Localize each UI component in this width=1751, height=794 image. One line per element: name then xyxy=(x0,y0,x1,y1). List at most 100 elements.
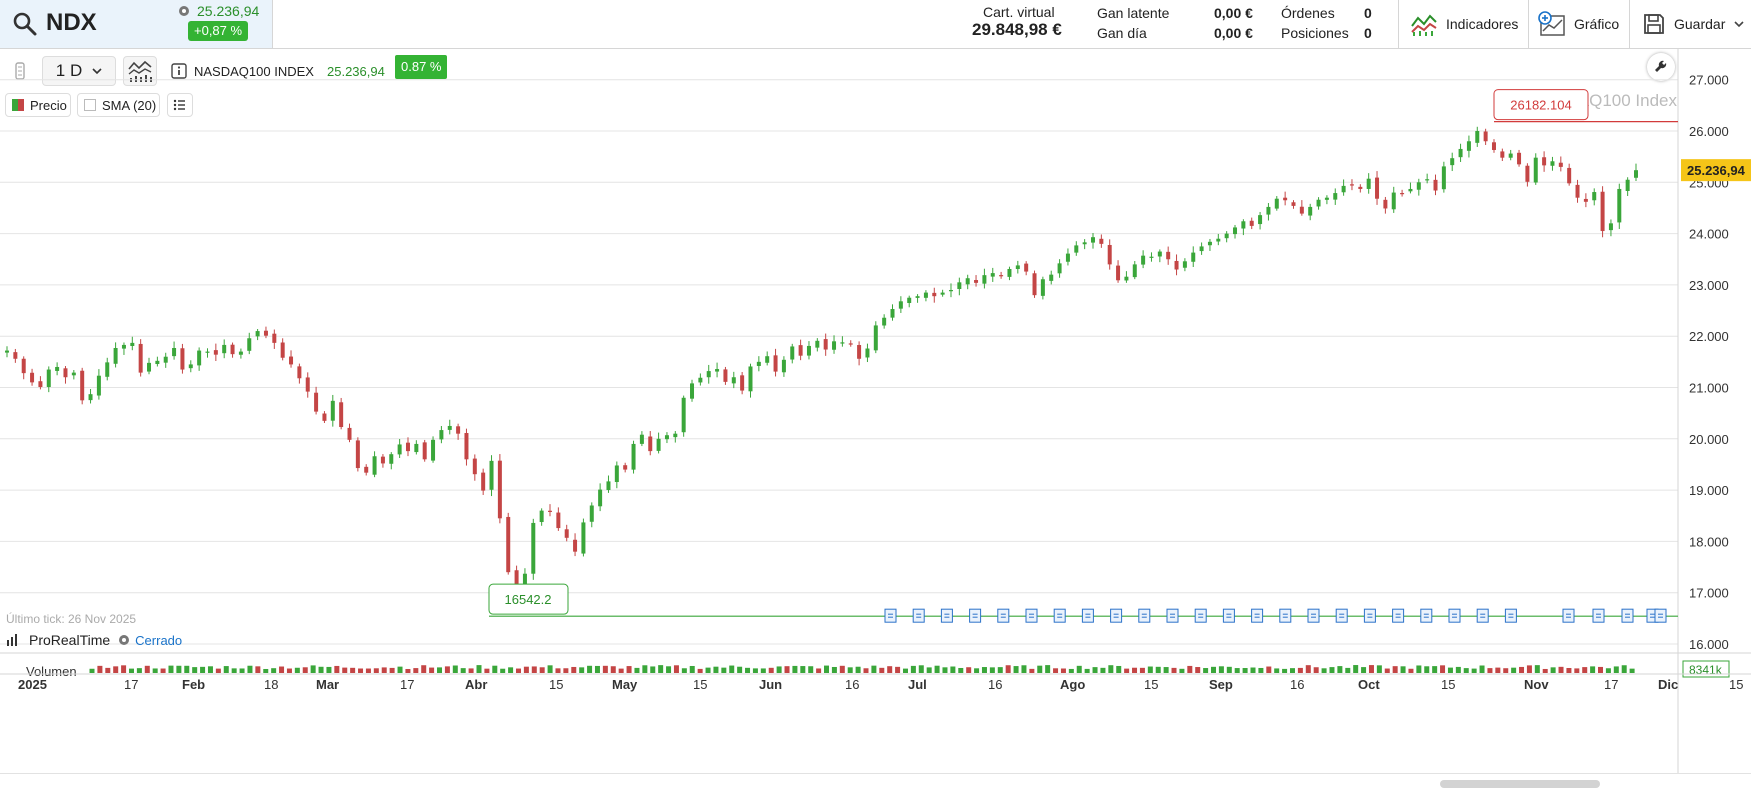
event-document-icon[interactable] xyxy=(940,608,953,623)
candle-body xyxy=(740,375,745,391)
scrollbar-thumb[interactable] xyxy=(1440,780,1600,788)
volume-bar xyxy=(1613,666,1619,673)
symbol-search-box[interactable]: NDX 25.236,94 +0,87 % xyxy=(0,0,273,48)
volume-bar xyxy=(642,665,648,673)
candle-body xyxy=(1258,215,1263,225)
event-document-icon[interactable] xyxy=(1138,608,1151,623)
event-document-icon[interactable] xyxy=(1025,608,1038,623)
event-document-icon[interactable] xyxy=(1194,608,1207,623)
candle-body xyxy=(915,296,920,298)
legend-price[interactable]: Precio xyxy=(5,93,71,117)
candles xyxy=(5,126,1638,605)
candle-body xyxy=(1207,241,1212,246)
candle-body xyxy=(1191,252,1196,262)
grid xyxy=(0,79,1678,645)
sma-checkbox[interactable] xyxy=(84,99,96,111)
candle-body xyxy=(121,344,126,349)
positions-label[interactable]: Posiciones xyxy=(1281,25,1349,41)
chart-button[interactable]: Gráfico xyxy=(1538,0,1619,48)
volume-bar xyxy=(1558,666,1564,673)
event-document-icon[interactable] xyxy=(1592,608,1605,623)
candle-body xyxy=(1074,245,1079,253)
timeframe-select[interactable]: 1 D xyxy=(42,56,116,86)
candle-body xyxy=(364,466,369,473)
chart-area[interactable]: 1 D NASDAQ100 INDEX 25.236,94 0.87 % Pre… xyxy=(0,49,1751,793)
volume-bar xyxy=(1408,668,1414,673)
event-document-icon[interactable] xyxy=(1646,608,1659,623)
legend-list-button[interactable] xyxy=(167,93,193,117)
volume-bar xyxy=(144,665,150,673)
volume-bar xyxy=(492,665,498,673)
event-document-icon[interactable] xyxy=(1166,608,1179,623)
separator xyxy=(1629,0,1630,48)
candle-body xyxy=(105,362,110,377)
save-button[interactable]: Guardar xyxy=(1642,0,1745,48)
volume-bar xyxy=(792,665,798,673)
candle-body xyxy=(1024,263,1029,272)
volume-bar xyxy=(650,666,656,673)
volume-bar xyxy=(1187,665,1193,673)
event-document-icon[interactable] xyxy=(1448,608,1461,623)
volume-bar xyxy=(334,665,340,673)
candle-body xyxy=(1408,188,1413,192)
event-document-icon[interactable] xyxy=(1335,608,1348,623)
legend-sma[interactable]: SMA (20) xyxy=(77,93,160,117)
event-document-icon[interactable] xyxy=(912,608,925,623)
top-bar: NDX 25.236,94 +0,87 % Cart. virtual 29.8… xyxy=(0,0,1751,49)
event-document-icon[interactable] xyxy=(997,608,1010,623)
y-tick-label: 17.000 xyxy=(1689,586,1729,601)
volume-bar xyxy=(128,668,134,673)
candle-body xyxy=(990,273,995,277)
volume-bar xyxy=(1503,668,1509,673)
event-document-icon[interactable] xyxy=(1307,608,1320,623)
horizontal-scrollbar[interactable] xyxy=(0,773,1751,794)
candle-body xyxy=(1299,206,1304,214)
event-document-icon[interactable] xyxy=(1279,608,1292,623)
volume-bar xyxy=(910,665,916,673)
event-document-icon[interactable] xyxy=(1392,608,1405,623)
chevron-down-icon[interactable] xyxy=(1733,19,1745,29)
event-document-icon[interactable] xyxy=(1654,608,1667,623)
event-document-icon[interactable] xyxy=(1222,608,1235,623)
info-icon[interactable] xyxy=(171,63,187,79)
price-chart[interactable]: 28.00027.00026.00025.00024.00023.00022.0… xyxy=(0,49,1751,773)
x-tick-label: Nov xyxy=(1524,677,1549,692)
volume-bar xyxy=(294,667,300,673)
event-document-icon[interactable] xyxy=(1476,608,1489,623)
candle-body xyxy=(247,338,252,351)
event-document-icon[interactable] xyxy=(1110,608,1123,623)
event-document-icon[interactable] xyxy=(1562,608,1575,623)
search-icon[interactable] xyxy=(12,11,38,37)
candle-body xyxy=(1508,153,1513,158)
candle-body xyxy=(1391,192,1396,210)
x-tick-label: 15 xyxy=(1144,677,1158,692)
x-tick-label: Sep xyxy=(1209,677,1233,692)
chart-type-button[interactable] xyxy=(123,56,157,86)
volume-bar xyxy=(1605,668,1611,673)
candle-body xyxy=(1057,263,1062,274)
event-document-icon[interactable] xyxy=(1420,608,1433,623)
candle-body xyxy=(1433,179,1438,191)
event-document-icon[interactable] xyxy=(1053,608,1066,623)
volume-bar xyxy=(895,666,901,673)
candle-body xyxy=(1182,261,1187,268)
candle-body xyxy=(397,444,402,455)
orders-label[interactable]: Órdenes xyxy=(1281,5,1335,21)
y-tick-label: 21.000 xyxy=(1689,381,1729,396)
volume-bar xyxy=(571,666,577,673)
event-document-icon[interactable] xyxy=(1621,608,1634,623)
drag-handle[interactable] xyxy=(6,56,34,86)
event-document-icon[interactable] xyxy=(884,608,897,623)
volume-bar xyxy=(1455,666,1461,673)
candle-body xyxy=(339,402,344,428)
event-document-icon[interactable] xyxy=(1504,608,1517,623)
grip-icon xyxy=(15,62,25,80)
volume-bar xyxy=(1361,667,1367,673)
event-document-icon[interactable] xyxy=(1251,608,1264,623)
volume-bar xyxy=(397,666,403,673)
event-document-icon[interactable] xyxy=(1363,608,1376,623)
indicators-button[interactable]: Indicadores xyxy=(1410,0,1518,48)
settings-button[interactable] xyxy=(1647,53,1675,81)
event-document-icon[interactable] xyxy=(969,608,982,623)
event-document-icon[interactable] xyxy=(1081,608,1094,623)
